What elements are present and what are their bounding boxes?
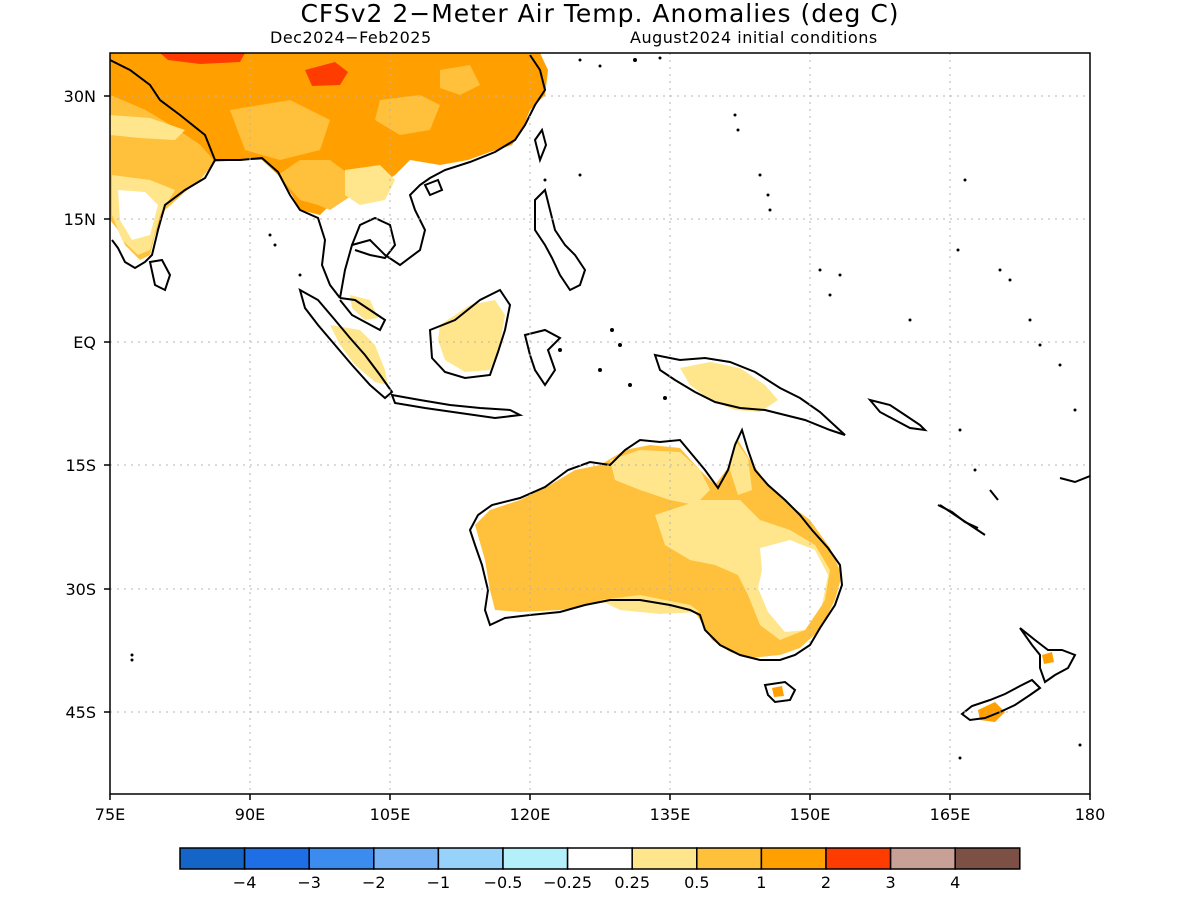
coastline-solomon-islands (867, 398, 928, 432)
coastline-sri-lanka (148, 258, 172, 292)
coastline-new-guinea (653, 353, 846, 436)
anomaly-shading (110, 53, 1054, 722)
colorbar-swatch (243, 847, 310, 870)
colorbar-labels: −4 −3 −2 −1 −0.5 −0.25 0.25 0.5 1 2 3 4 (233, 873, 960, 892)
lon-label-165e: 165E (930, 805, 971, 824)
chart-title: CFSv2 2−Meter Air Temp. Anomalies (deg C… (300, 0, 900, 28)
anomaly-patch-tasmania (772, 686, 784, 697)
anomaly-patch-asia-2 (440, 65, 480, 95)
colorbar-swatch (502, 847, 569, 870)
lat-label-30s: 30S (65, 580, 96, 599)
colorbar-swatch (566, 847, 633, 870)
anomaly-patch-asia-1 (375, 95, 440, 135)
map-frame (109, 52, 1091, 795)
coastline-malaya (339, 297, 387, 332)
colorbar-tick-label: 4 (950, 873, 960, 892)
lon-label-180: 180 (1075, 805, 1106, 824)
anomaly-region-indochina (278, 160, 360, 210)
axis-ticks (104, 95, 1091, 800)
coastline-bay-of-bengal (215, 156, 341, 299)
anomaly-region-australia (475, 440, 842, 658)
coastline-sumatra (298, 287, 394, 400)
lat-label-45s: 45S (65, 703, 96, 722)
anomaly-patch-india-north (110, 115, 185, 140)
colorbar-tick-label: −4 (233, 873, 257, 892)
graticule (110, 53, 1090, 794)
coastline-gulf-of-thailand (351, 216, 397, 260)
coastline-tasmania (763, 680, 797, 704)
colorbar-swatch (631, 847, 698, 870)
coastline-new-caledonia (937, 504, 979, 529)
coastline-australia (468, 427, 844, 661)
lat-label-15s: 15S (65, 456, 96, 475)
anomaly-patch-australia-cape (730, 440, 752, 495)
colorbar-swatch (437, 847, 504, 870)
colorbar-swatch (889, 847, 956, 870)
colorbar-swatch (760, 847, 827, 870)
coastlines (110, 54, 1090, 722)
coastline-asia (110, 59, 217, 270)
coastline-java (390, 393, 524, 420)
coastline-new-zealand-south (960, 678, 1042, 722)
coastline-new-zealand-north (1019, 627, 1077, 684)
colorbar-tick-label: −3 (297, 873, 321, 892)
lon-label-75e: 75E (95, 805, 125, 824)
coastline-taiwan (533, 127, 548, 164)
small-islands (130, 56, 1082, 760)
lon-label-150e: 150E (790, 805, 831, 824)
anomaly-region-sumatra (330, 325, 388, 385)
lon-label-105e: 105E (370, 805, 411, 824)
anomaly-region-new-guinea (680, 362, 778, 412)
anomaly-patch-new-zealand (978, 702, 1005, 722)
anomaly-patch-india-white (118, 190, 158, 240)
season-label: Dec2024−Feb2025 (270, 28, 432, 47)
lat-label-15n: 15N (64, 210, 96, 229)
colorbar-swatch (179, 847, 246, 870)
coastline-indochina (339, 54, 547, 299)
coastline-hainan (423, 178, 444, 197)
colorbar-tick-label: −2 (362, 873, 386, 892)
colorbar (179, 847, 1021, 870)
colorbar-swatch (825, 847, 892, 870)
coastline-sulawesi (523, 328, 562, 387)
anomaly-hotspot-1 (305, 62, 348, 86)
anomaly-patch-australia-north (610, 450, 710, 505)
colorbar-tick-label: −0.5 (484, 873, 523, 892)
anomaly-patch-indochina-yellow (345, 165, 395, 205)
colorbar-tick-label: 0.25 (614, 873, 650, 892)
lon-label-135e: 135E (650, 805, 691, 824)
colorbar-tick-label: −1 (427, 873, 451, 892)
anomaly-region-borneo (438, 300, 505, 372)
colorbar-tick-label: 0.5 (684, 873, 709, 892)
colorbar-swatch (954, 847, 1021, 870)
anomaly-patch-new-zealand-north (1042, 652, 1054, 664)
lat-label-30n: 30N (64, 87, 96, 106)
anomaly-patch-asia-3 (230, 100, 330, 160)
anomaly-hotspot-2 (160, 53, 245, 64)
colorbar-swatch (373, 847, 440, 870)
colorbar-tick-label: 1 (756, 873, 766, 892)
colorbar-tick-label: 3 (886, 873, 896, 892)
colorbar-swatch (696, 847, 763, 870)
lon-label-90e: 90E (235, 805, 265, 824)
lon-label-120e: 120E (510, 805, 551, 824)
coastline-vanuatu-fiji (939, 475, 1090, 536)
lat-label-eq: EQ (73, 333, 96, 352)
initial-conditions-label: August2024 initial conditions (630, 28, 878, 47)
coastline-borneo (428, 288, 512, 380)
coastline-philippines (534, 188, 587, 292)
anomaly-region-asia (110, 53, 548, 215)
colorbar-tick-label: −0.25 (543, 873, 592, 892)
anomaly-patch-australia-neutral (758, 540, 828, 632)
colorbar-swatch (308, 847, 375, 870)
colorbar-tick-label: 2 (821, 873, 831, 892)
